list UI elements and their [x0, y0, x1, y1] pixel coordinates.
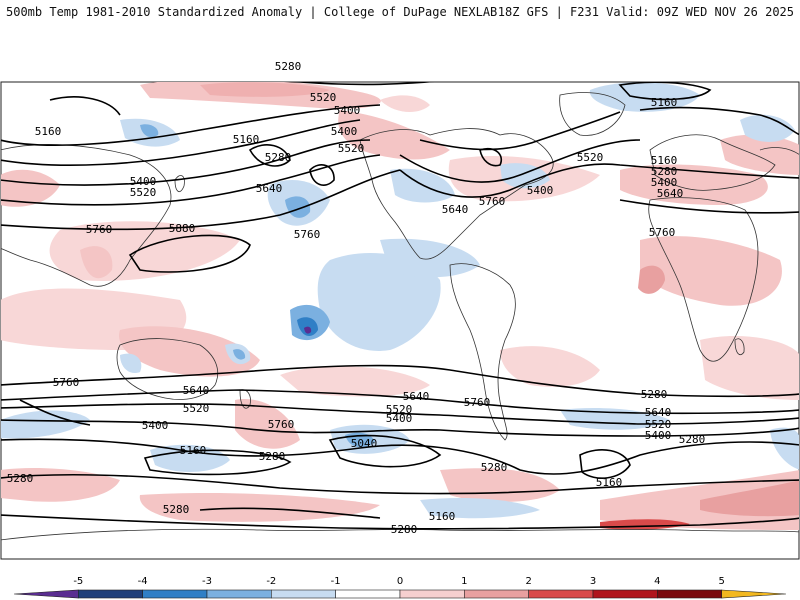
- contour-label: 5640: [403, 390, 430, 403]
- legend-tick-label: 0: [397, 576, 403, 587]
- contour-label: 5640: [645, 406, 672, 419]
- legend-swatch: [399, 589, 465, 599]
- contour-label: 5640: [183, 384, 210, 397]
- legend-swatch: [592, 589, 658, 599]
- contour-label: 5520: [310, 91, 337, 104]
- contour-label: 5520: [577, 151, 604, 164]
- legend-tick-label: 3: [590, 576, 596, 587]
- contour-label: 5760: [294, 228, 321, 241]
- legend-swatch: [271, 589, 336, 599]
- contour-label: 5520: [183, 402, 210, 415]
- contour-label: 5640: [256, 182, 283, 195]
- legend-bar: [13, 589, 787, 599]
- contour-label: 5280: [265, 151, 292, 164]
- contour-label: 5640: [657, 187, 684, 200]
- contour-label: 5160: [651, 96, 678, 109]
- legend-tick-label: -4: [138, 576, 148, 587]
- contour-label: 5400: [651, 176, 678, 189]
- contour-label: 5160: [233, 133, 260, 146]
- contour-label: 5160: [429, 510, 456, 523]
- contour-label: 5280: [391, 523, 418, 536]
- contour-label: 5400: [645, 429, 672, 442]
- contour-label: 5280: [679, 433, 706, 446]
- run-info: 18Z GFS | F231 Valid: 09Z WED NOV 26 202…: [497, 5, 794, 19]
- contour-label: 5280: [163, 503, 190, 516]
- contour-label: 5880: [169, 222, 196, 235]
- color-legend: -5 -4 -3 -2 -1 0 1 2 3 4 5: [13, 576, 787, 599]
- legend-tick-label: -1: [331, 576, 341, 587]
- contour-label: 5040: [351, 437, 378, 450]
- map-title: 500mb Temp 1981-2010 Standardized Anomal…: [6, 5, 498, 19]
- legend-swatch: [528, 589, 594, 599]
- legend-swatch: [13, 589, 79, 599]
- legend-swatch: [335, 589, 401, 599]
- contour-label: 5400: [130, 175, 157, 188]
- coastlines: [1, 92, 799, 541]
- contour-label: 5160: [596, 476, 623, 489]
- contour-label: 5400: [386, 412, 413, 425]
- contour-label: 5400: [142, 419, 169, 432]
- contour-label: 5160: [35, 125, 62, 138]
- contour-label: 5520: [645, 418, 672, 431]
- contour-label: 5760: [86, 223, 113, 236]
- legend-swatch: [721, 589, 787, 599]
- contour-label: 5280: [641, 388, 668, 401]
- legend-tick-label: -3: [202, 576, 212, 587]
- contour-label: 5280: [651, 165, 678, 178]
- contour-label: 5520: [386, 403, 413, 416]
- contour-label: 5760: [479, 195, 506, 208]
- legend-tick-label: 4: [654, 576, 660, 587]
- legend-tick-label: -2: [266, 576, 276, 587]
- contour-label: 5280: [481, 461, 508, 474]
- legend-tick-label: 2: [525, 576, 531, 587]
- contour-label: 5760: [268, 418, 295, 431]
- height-contours: [1, 82, 799, 530]
- anomaly-shading: [1, 82, 799, 530]
- legend-swatch: [464, 589, 529, 599]
- contour-label: 5160: [180, 444, 207, 457]
- contour-label: 5520: [130, 186, 157, 199]
- contour-label: 5400: [527, 184, 554, 197]
- contour-label: 5760: [53, 376, 80, 389]
- legend-tick-label: 5: [718, 576, 724, 587]
- legend-tick-label: 1: [461, 576, 467, 587]
- contour-labels: 5280 5520 5400 5160 5160 5160 5400 5520 …: [7, 60, 706, 536]
- contour-label: 5400: [331, 125, 358, 138]
- contour-label: 5760: [649, 226, 676, 239]
- legend-tick-label: -5: [73, 576, 83, 587]
- legend-swatch: [142, 589, 208, 599]
- legend-swatch: [78, 589, 143, 599]
- legend-ticks: -5 -4 -3 -2 -1 0 1 2 3 4 5: [73, 576, 725, 587]
- legend-swatch: [206, 589, 272, 599]
- contour-label: 5280: [7, 472, 34, 485]
- contour-label: 5400: [334, 104, 361, 117]
- contour-label: 5520: [338, 142, 365, 155]
- legend-swatch: [657, 589, 722, 599]
- contour-label: 5280: [275, 60, 302, 73]
- contour-label: 5760: [464, 396, 491, 409]
- contour-label: 5160: [651, 154, 678, 167]
- contour-label: 5640: [442, 203, 469, 216]
- contour-label: 5280: [259, 450, 286, 463]
